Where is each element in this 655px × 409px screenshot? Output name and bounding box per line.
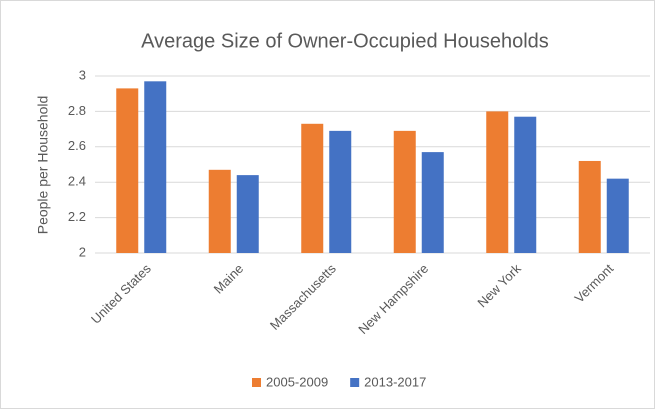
bar: [116, 88, 139, 253]
bar: [606, 178, 629, 253]
y-tick-label: 2.4: [68, 174, 86, 189]
chart-title: Average Size of Owner-Occupied Household…: [141, 30, 549, 52]
bar: [514, 116, 537, 254]
legend-label: 2005-2009: [266, 374, 328, 389]
bar: [208, 169, 231, 253]
y-tick-label: 3: [79, 67, 86, 82]
bar: [236, 175, 259, 253]
y-tick-label: 2.2: [68, 209, 86, 224]
bar: [578, 160, 601, 253]
y-tick-label: 2.8: [68, 103, 86, 118]
bar: [329, 130, 352, 253]
legend-swatch: [350, 378, 360, 387]
bar: [301, 123, 324, 253]
y-tick-label: 2: [79, 244, 86, 259]
y-tick-label: 2.6: [68, 138, 86, 153]
bar: [421, 152, 444, 253]
bar: [144, 81, 167, 253]
legend-label: 2013-2017: [364, 374, 426, 389]
y-axis-label: People per Household: [35, 96, 51, 235]
legend-swatch: [252, 378, 261, 387]
bar: [393, 130, 416, 253]
bar: [486, 111, 509, 254]
